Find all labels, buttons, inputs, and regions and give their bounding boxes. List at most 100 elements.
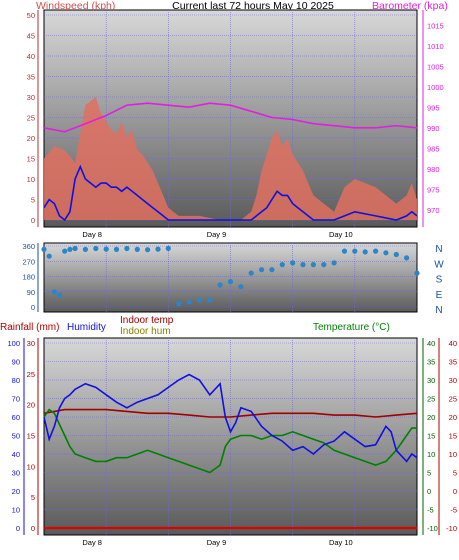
indoor-temp-y-tick-label: 40 [449, 339, 457, 348]
barometer-y-tick-label: 975 [427, 185, 440, 194]
direction-point [165, 245, 171, 251]
temperature-y-tick-label: 10 [427, 450, 435, 459]
temperature-y-tick-label: 15 [427, 432, 435, 441]
temp-x-tick-label: Day 9 [207, 538, 227, 547]
wind-x-tick-label: Day 9 [207, 230, 227, 239]
direction-y-tick-label: 270 [22, 257, 35, 266]
temperature-y-tick-label: 5 [427, 469, 431, 478]
direction-point [352, 248, 358, 254]
rainfall-y-tick-label: 0 [31, 524, 35, 533]
direction-point [51, 289, 58, 295]
direction-y-tick-label: 90 [27, 288, 35, 297]
direction-compass-label: W [434, 259, 444, 270]
direction-compass-label: N [435, 244, 442, 255]
temperature-y-tick-label: 25 [427, 395, 435, 404]
direction-point [82, 246, 88, 252]
indoor-temp-y-tick-label: 30 [449, 376, 457, 385]
wind-y-tick-label: 20 [27, 134, 35, 143]
direction-point [331, 260, 337, 266]
direction-point [362, 249, 368, 255]
rainfall-axis-title: Rainfall (mm) [0, 322, 59, 333]
rainfall-y-tick-label: 30 [27, 339, 35, 348]
temperature-y-tick-label: -5 [427, 506, 434, 515]
direction-point [321, 262, 327, 268]
rainfall-y-tick-label: 15 [27, 432, 35, 441]
direction-y-tick-label: 360 [22, 242, 35, 251]
direction-point [290, 260, 296, 266]
barometer-y-tick-label: 985 [427, 144, 440, 153]
indoor-temp-y-tick-label: 0 [453, 487, 457, 496]
direction-point [341, 248, 348, 254]
direction-y-tick-label: 0 [31, 303, 35, 312]
direction-compass-label: S [436, 275, 443, 286]
temperature-y-tick-label: 35 [427, 358, 435, 367]
indoor-hum-legend: Indoor hum [120, 326, 171, 337]
barometer-y-tick-label: 990 [427, 124, 440, 133]
humidity-y-tick-label: 100 [7, 339, 20, 348]
humidity-y-tick-label: 70 [12, 395, 20, 404]
rainfall-y-tick-label: 20 [27, 401, 35, 410]
humidity-axis-title: Humidity [67, 322, 106, 333]
direction-point [414, 270, 420, 276]
direction-point [56, 292, 63, 298]
barometer-y-tick-label: 1010 [427, 42, 444, 51]
humidity-y-tick-label: 20 [12, 487, 20, 496]
wind-y-tick-label: 30 [27, 93, 35, 102]
direction-point [248, 270, 254, 276]
wind-y-tick-label: 10 [27, 175, 35, 184]
direction-point [93, 245, 99, 252]
direction-point [207, 297, 213, 303]
indoor-temp-y-tick-label: 5 [453, 469, 457, 478]
direction-y-tick-label: 180 [22, 273, 35, 282]
indoor-temp-legend: Indoor temp [120, 315, 174, 326]
direction-point [300, 262, 306, 268]
direction-point [41, 246, 47, 252]
wind-y-tick-label: 5 [31, 196, 35, 205]
humidity-y-tick-label: 30 [12, 469, 20, 478]
direction-point [124, 245, 130, 252]
rainfall-y-tick-label: 25 [27, 370, 35, 379]
humidity-y-tick-label: 90 [12, 358, 20, 367]
barometer-line [43, 102, 418, 133]
barometer-y-tick-label: 995 [427, 103, 440, 112]
indoor-temp-y-tick-label: -10 [446, 524, 457, 533]
temperature-line [43, 408, 417, 474]
barometer-y-tick-label: 970 [427, 206, 440, 215]
wind-y-tick-label: 40 [27, 52, 35, 61]
humidity-y-tick-label: 80 [12, 376, 20, 385]
direction-point [176, 301, 182, 307]
direction-point [186, 299, 192, 305]
indoor-temp-y-tick-label: 15 [449, 432, 457, 441]
indoor-temp-y-tick-label: 35 [449, 358, 457, 367]
wind-y-tick-label: 50 [27, 11, 35, 20]
direction-point [404, 255, 410, 261]
direction-point [46, 253, 52, 259]
humidity-line [43, 373, 418, 463]
humidity-y-tick-label: 0 [16, 524, 20, 533]
windspeed-gust-area [44, 97, 417, 220]
barometer-axis-title: Barometer (kpa) [372, 0, 448, 12]
wind-y-tick-label: 25 [27, 114, 35, 123]
direction-compass-label: E [436, 290, 443, 301]
direction-point [62, 248, 68, 254]
page-title: Current last 72 hours May 10 2025 [172, 0, 334, 12]
rainfall-y-tick-label: 10 [27, 462, 35, 471]
direction-point [373, 248, 379, 254]
direction-point [72, 245, 78, 252]
direction-point [155, 246, 161, 252]
temperature-y-tick-label: -10 [427, 524, 438, 533]
barometer-y-tick-label: 980 [427, 165, 440, 174]
direction-point [196, 297, 202, 303]
windspeed-axis-title: Windspeed (kph) [36, 0, 115, 12]
wind-y-tick-label: 35 [27, 73, 35, 82]
direction-point [269, 267, 275, 273]
direction-point [113, 246, 120, 252]
direction-point [259, 267, 265, 273]
direction-point [217, 282, 223, 288]
direction-point [103, 246, 109, 252]
direction-point [227, 279, 234, 285]
humidity-y-tick-label: 60 [12, 413, 20, 422]
direction-point [67, 246, 73, 252]
barometer-y-tick-label: 1005 [427, 62, 444, 71]
